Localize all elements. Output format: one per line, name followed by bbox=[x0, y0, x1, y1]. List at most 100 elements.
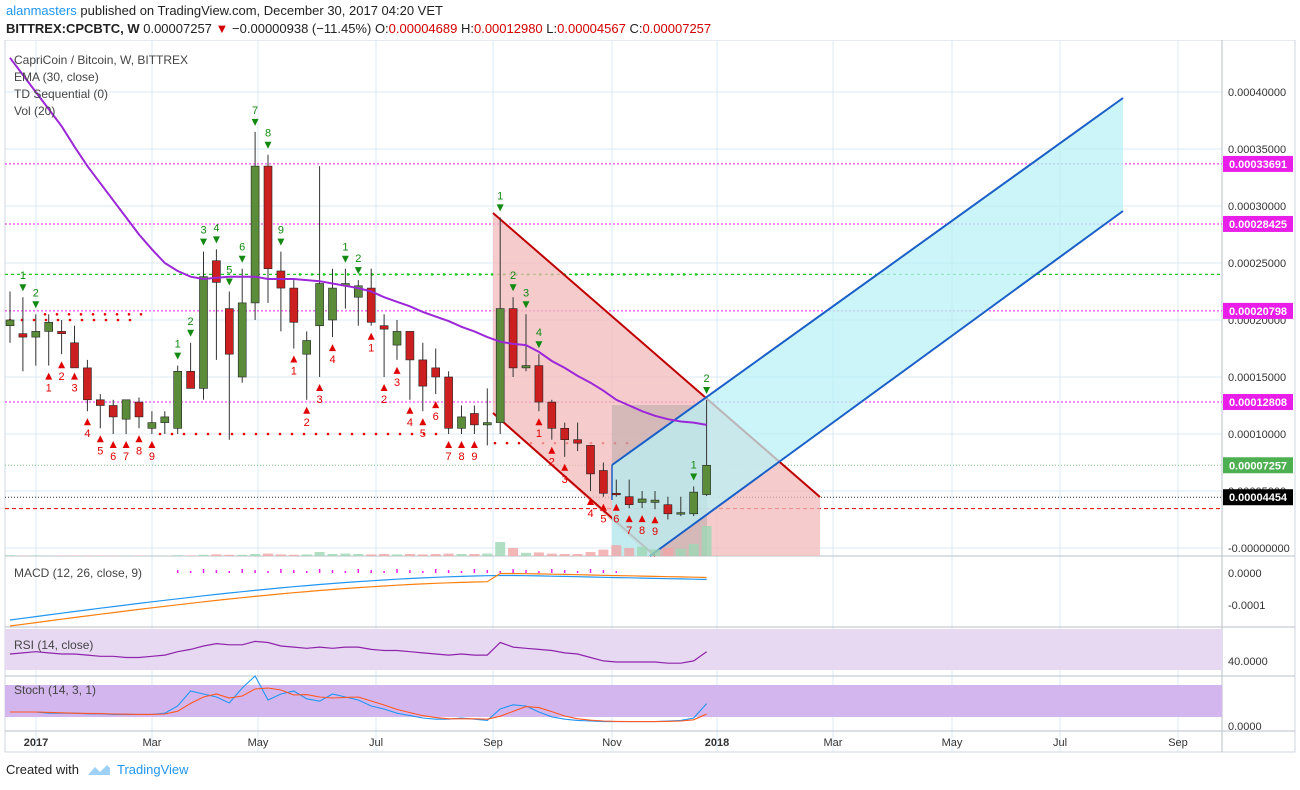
td-buy-arrow bbox=[84, 418, 91, 425]
td-sell-arrow bbox=[277, 239, 284, 246]
price-tick-label: 0.00025000 bbox=[1228, 258, 1286, 270]
td-buy-count: 3 bbox=[394, 377, 400, 389]
publish-info: alanmasters published on TradingView.com… bbox=[6, 3, 443, 18]
volume-bar bbox=[263, 554, 273, 556]
volume-bar bbox=[457, 554, 467, 556]
volume-bar bbox=[689, 544, 699, 556]
volume-bar bbox=[340, 554, 350, 556]
td-resist-dot bbox=[116, 313, 119, 316]
price-tick-label: 0.00035000 bbox=[1228, 144, 1286, 156]
td-sell-arrow bbox=[265, 142, 272, 149]
td-buy-arrow bbox=[381, 384, 388, 391]
down-arrow-icon: ▼ bbox=[216, 21, 229, 36]
stoch-label: Stoch (14, 3, 1) bbox=[14, 683, 96, 697]
volume-bar bbox=[469, 554, 479, 556]
candle-body bbox=[522, 366, 530, 368]
td-sell-arrow bbox=[19, 284, 26, 291]
candle-body bbox=[45, 322, 53, 331]
td-resist-dot bbox=[335, 273, 338, 276]
td-sell-count: 6 bbox=[239, 242, 245, 254]
volume-bar bbox=[328, 554, 338, 556]
td-buy-arrow bbox=[110, 441, 117, 448]
td-buy-count: 5 bbox=[420, 428, 426, 440]
volume-bar bbox=[250, 554, 260, 556]
stoch-tick-0: 0.0000 bbox=[1228, 721, 1262, 733]
candle-body bbox=[690, 492, 698, 514]
price-badge-label: 0.00007257 bbox=[1229, 460, 1287, 472]
td-buy-count: 7 bbox=[446, 451, 452, 463]
td-support-dot bbox=[69, 319, 72, 322]
td-buy-count: 1 bbox=[46, 383, 52, 395]
td-support-dot bbox=[195, 433, 198, 436]
price-badge-label: 0.00033691 bbox=[1229, 159, 1287, 171]
macd-tick-1: -0.0001 bbox=[1228, 600, 1265, 612]
candle-body bbox=[535, 366, 543, 402]
time-tick-label: Jul bbox=[369, 737, 383, 749]
candle-body bbox=[380, 326, 388, 329]
blue-channel-upper bbox=[612, 98, 1123, 465]
volume-bar bbox=[444, 554, 454, 556]
volume-bar bbox=[392, 554, 402, 556]
tradingview-link[interactable]: TradingView bbox=[117, 762, 189, 777]
td-support-dot bbox=[219, 433, 222, 436]
td-resist-dot bbox=[635, 273, 638, 276]
volume-bar bbox=[289, 555, 299, 556]
td-resist-dot bbox=[56, 313, 59, 316]
td-resist-dot bbox=[647, 273, 650, 276]
td-resist-dot bbox=[491, 273, 494, 276]
td-buy-arrow bbox=[123, 441, 130, 448]
candle-body bbox=[677, 513, 685, 515]
candle-body bbox=[393, 331, 401, 345]
author-link[interactable]: alanmasters bbox=[6, 3, 77, 18]
footer: Created with TradingView bbox=[6, 762, 189, 777]
td-support-dot bbox=[231, 433, 234, 436]
candle-body bbox=[419, 360, 427, 386]
td-buy-arrow bbox=[394, 367, 401, 374]
td-sell-arrow bbox=[355, 267, 362, 274]
volume-bar bbox=[302, 554, 312, 556]
td-resist-dot bbox=[623, 273, 626, 276]
symbol-ohlc-line: BITTREX:CPCBTC, W 0.00007257 ▼ −0.000009… bbox=[6, 21, 711, 36]
candle-body bbox=[638, 499, 646, 502]
td-sell-count: 1 bbox=[20, 270, 26, 282]
candle-body bbox=[71, 343, 79, 368]
low-value: 0.00004567 bbox=[557, 21, 626, 36]
macd-label: MACD (12, 26, close, 9) bbox=[14, 566, 142, 580]
td-resist-dot bbox=[587, 273, 590, 276]
td-buy-count: 1 bbox=[368, 343, 374, 355]
td-support-dot bbox=[351, 433, 354, 436]
td-buy-arrow bbox=[148, 441, 155, 448]
volume-bar bbox=[315, 552, 325, 556]
price-axis[interactable]: 0.000400000.000350000.000300000.00025000… bbox=[1223, 87, 1293, 555]
volume-bars bbox=[5, 526, 712, 556]
td-buy-count: 4 bbox=[84, 428, 90, 440]
td-sell-count: 5 bbox=[226, 265, 232, 277]
candle-body bbox=[109, 406, 117, 417]
price-tick-label: 0.00030000 bbox=[1228, 201, 1286, 213]
open-value: 0.00004689 bbox=[389, 21, 458, 36]
td-sell-count: 2 bbox=[704, 373, 710, 385]
candle-body bbox=[587, 445, 595, 474]
td-resist-dot bbox=[128, 313, 131, 316]
td-sell-count: 3 bbox=[200, 225, 206, 237]
td-resist-dot bbox=[467, 273, 470, 276]
td-sell-arrow bbox=[32, 301, 39, 308]
volume-bar bbox=[237, 555, 247, 556]
td-buy-arrow bbox=[136, 435, 143, 442]
volume-bar bbox=[547, 554, 557, 556]
candle-body bbox=[664, 505, 672, 514]
price-badge-label: 0.00012808 bbox=[1229, 397, 1287, 409]
td-support-dot bbox=[183, 433, 186, 436]
candle-body bbox=[174, 371, 182, 428]
td-support-dot bbox=[117, 319, 120, 322]
time-tick-label: May bbox=[942, 737, 963, 749]
td-buy-arrow bbox=[445, 441, 452, 448]
td-sell-count: 3 bbox=[523, 287, 529, 299]
td-buy-count: 4 bbox=[587, 508, 593, 520]
rsi-tick-0: 40.0000 bbox=[1228, 656, 1268, 668]
td-buy-arrow bbox=[406, 407, 413, 414]
candle-body bbox=[470, 413, 478, 424]
candle-body bbox=[483, 423, 491, 425]
